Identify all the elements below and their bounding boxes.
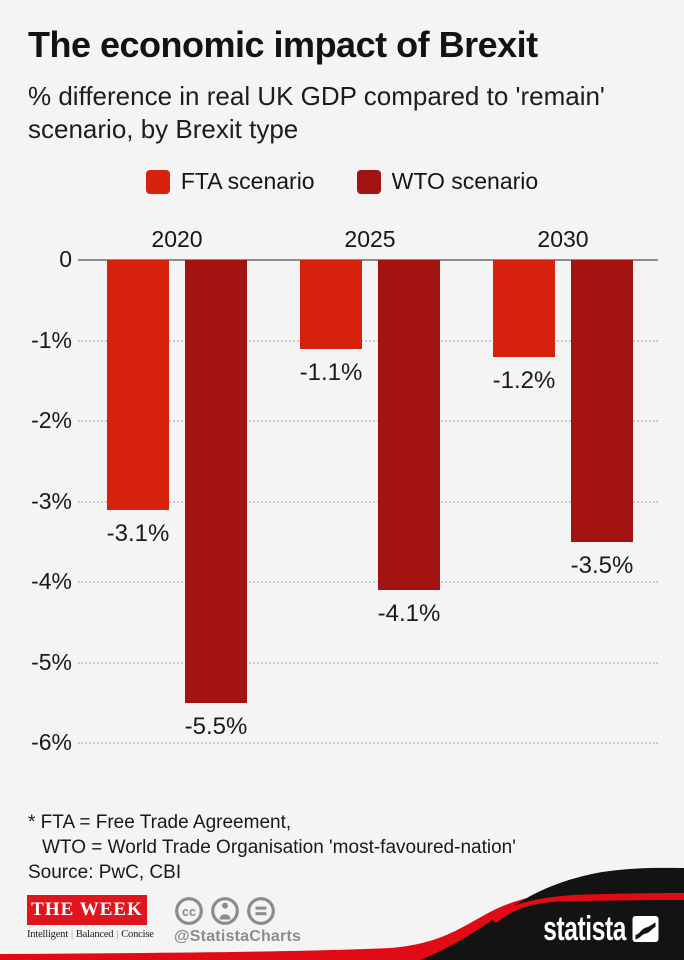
value-label-wto-2020: -5.5% <box>184 712 248 740</box>
legend-swatch-wto <box>356 169 381 194</box>
value-label-wto-2025: -4.1% <box>377 600 441 628</box>
value-label-fta-2020: -3.1% <box>106 519 170 547</box>
page-title: The economic impact of Brexit <box>28 24 538 65</box>
y-axis-tick-label: -3% <box>31 487 72 514</box>
bar-fta-2020 <box>107 260 169 510</box>
bar-wto-2025 <box>378 260 440 591</box>
bar-wto-2020 <box>185 260 247 703</box>
statista-logo-icon <box>632 916 659 942</box>
zero-axis-line <box>78 259 658 261</box>
gridline <box>78 661 658 664</box>
tagline-separator: | <box>70 929 73 940</box>
creative-commons-icons: cc <box>175 897 275 925</box>
y-axis-tick-label: -6% <box>31 729 72 755</box>
legend-swatch-fta <box>145 169 170 194</box>
legend-label: WTO scenario <box>391 168 539 194</box>
y-axis-tick-label: -2% <box>31 407 72 433</box>
the-week-logo: THE WEEK <box>27 895 147 925</box>
footnote-line-1: * FTA = Free Trade Agreement, <box>28 812 292 833</box>
category-label-2030: 2030 <box>537 226 589 252</box>
value-label-fta-2025: -1.1% <box>299 358 363 386</box>
tagline-word: Balanced <box>75 929 114 940</box>
gridline <box>78 500 658 503</box>
source-line: Source: PwC, CBI <box>28 862 182 883</box>
category-label-2025: 2025 <box>344 226 396 252</box>
swoosh-red-stripe <box>490 893 684 923</box>
the-week-tagline: Intelligent | Balanced | Concise <box>27 929 154 940</box>
svg-text:cc: cc <box>182 905 196 919</box>
statista-wordmark: statista <box>543 910 626 948</box>
gridline <box>78 742 658 744</box>
footnote-line-2: WTO = World Trade Organisation 'most-fav… <box>42 837 516 858</box>
footnote: * FTA = Free Trade Agreement, WTO = Worl… <box>28 810 648 885</box>
equals-icon <box>247 897 275 925</box>
bar-fta-2030 <box>493 260 555 357</box>
swoosh-black-wedge <box>420 867 684 960</box>
legend-item-wto: WTO scenario <box>356 168 539 195</box>
gridline <box>78 339 658 342</box>
gridline <box>78 581 658 583</box>
y-axis-tick-label: -4% <box>31 568 72 594</box>
y-axis-tick-label: 0 <box>59 246 72 272</box>
y-axis-tick-label: -5% <box>31 648 72 675</box>
the-week-logo-text: THE WEEK <box>31 899 143 920</box>
cc-icon: cc <box>175 897 203 925</box>
value-label-fta-2030: -1.2% <box>492 366 556 394</box>
bar-fta-2025 <box>300 260 362 349</box>
y-axis-tick-label: -1% <box>31 326 72 353</box>
value-label-wto-2030: -3.5% <box>570 551 634 579</box>
page-subtitle: % difference in real UK GDP compared to … <box>28 81 605 144</box>
tagline-separator: | <box>116 929 119 940</box>
category-label-2020: 2020 <box>151 226 203 252</box>
gridline <box>78 420 658 422</box>
attribution-icon <box>211 897 239 925</box>
footer-swoosh <box>0 867 684 960</box>
bar-wto-2030 <box>571 260 633 542</box>
tagline-word: Intelligent <box>27 929 68 940</box>
chart-legend: FTA scenario WTO scenario <box>0 168 684 195</box>
legend-label: FTA scenario <box>180 168 315 194</box>
legend-item-fta: FTA scenario <box>145 168 315 195</box>
tagline-word: Concise <box>121 929 154 940</box>
statista-charts-handle: @StatistaCharts <box>174 928 302 945</box>
